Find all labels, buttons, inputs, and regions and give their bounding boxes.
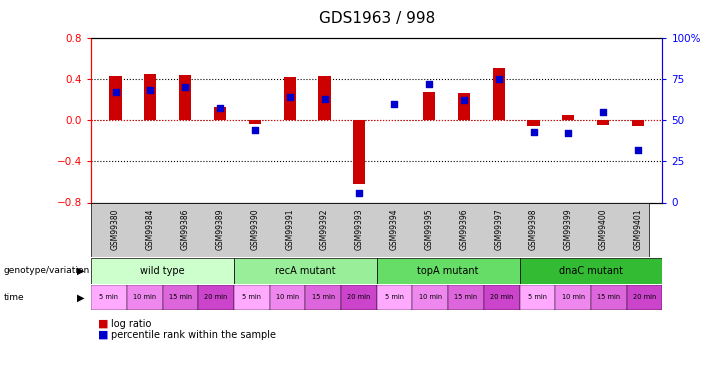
Bar: [423, 92, 435, 120]
Point: [250, 127, 261, 133]
Text: 5 min: 5 min: [243, 294, 261, 300]
Text: 15 min: 15 min: [169, 294, 192, 300]
Point: [179, 84, 191, 90]
Point: [632, 147, 644, 153]
Text: GDS1963 / 998: GDS1963 / 998: [319, 11, 435, 26]
Bar: [270, 285, 306, 310]
Text: ■: ■: [98, 319, 109, 329]
Point: [110, 89, 121, 95]
Text: dnaC mutant: dnaC mutant: [559, 266, 623, 276]
Bar: [412, 285, 448, 310]
Bar: [214, 106, 226, 120]
Bar: [597, 120, 609, 125]
Text: GSM99392: GSM99392: [320, 209, 329, 251]
Text: GSM99400: GSM99400: [599, 209, 608, 251]
Text: ■: ■: [98, 330, 109, 339]
Bar: [306, 285, 341, 310]
Bar: [555, 285, 591, 310]
Bar: [318, 76, 331, 120]
Text: GSM99395: GSM99395: [425, 209, 433, 251]
Point: [388, 100, 400, 106]
Text: GSM99399: GSM99399: [564, 209, 573, 251]
Bar: [127, 285, 163, 310]
Text: 20 min: 20 min: [347, 294, 371, 300]
Bar: [91, 285, 127, 310]
Point: [215, 105, 226, 111]
Text: 15 min: 15 min: [597, 294, 620, 300]
Bar: [179, 75, 191, 120]
Text: 15 min: 15 min: [312, 294, 335, 300]
Bar: [627, 285, 662, 310]
Point: [598, 109, 609, 115]
Point: [423, 81, 435, 87]
Bar: [519, 285, 555, 310]
Text: ▶: ▶: [76, 292, 84, 302]
Bar: [377, 258, 519, 284]
Bar: [198, 285, 234, 310]
Bar: [341, 285, 377, 310]
Text: GSM99391: GSM99391: [285, 209, 294, 251]
Text: 10 min: 10 min: [276, 294, 299, 300]
Bar: [353, 120, 365, 184]
Bar: [91, 258, 234, 284]
Bar: [284, 77, 296, 120]
Text: topA mutant: topA mutant: [418, 266, 479, 276]
Text: GSM99390: GSM99390: [250, 209, 259, 251]
Text: 5 min: 5 min: [385, 294, 404, 300]
Text: GSM99398: GSM99398: [529, 209, 538, 251]
Point: [563, 130, 574, 136]
Text: 10 min: 10 min: [562, 294, 585, 300]
Text: 5 min: 5 min: [528, 294, 547, 300]
Bar: [632, 120, 644, 126]
Bar: [144, 74, 156, 120]
Text: 10 min: 10 min: [133, 294, 156, 300]
Text: GSM99380: GSM99380: [111, 209, 120, 251]
Bar: [591, 285, 627, 310]
Point: [528, 129, 539, 135]
Point: [458, 97, 470, 103]
Text: GSM99394: GSM99394: [390, 209, 399, 251]
Text: log ratio: log ratio: [111, 319, 151, 329]
Bar: [234, 258, 377, 284]
Text: GSM99384: GSM99384: [146, 209, 155, 251]
Point: [493, 76, 504, 82]
Bar: [562, 115, 575, 120]
Point: [319, 96, 330, 102]
Bar: [377, 285, 412, 310]
Bar: [109, 76, 121, 120]
Point: [284, 94, 295, 100]
Point: [354, 190, 365, 196]
Text: GSM99397: GSM99397: [494, 209, 503, 251]
Text: 20 min: 20 min: [633, 294, 656, 300]
Text: 20 min: 20 min: [205, 294, 228, 300]
Text: GSM99389: GSM99389: [215, 209, 224, 251]
Text: GSM99396: GSM99396: [459, 209, 468, 251]
Text: 20 min: 20 min: [490, 294, 513, 300]
Text: wild type: wild type: [140, 266, 185, 276]
Bar: [458, 93, 470, 120]
Bar: [249, 120, 261, 124]
Text: time: time: [4, 293, 24, 302]
Bar: [519, 258, 662, 284]
Bar: [234, 285, 270, 310]
Bar: [484, 285, 519, 310]
Text: recA mutant: recA mutant: [275, 266, 336, 276]
Bar: [163, 285, 198, 310]
Point: [144, 87, 156, 93]
Text: 5 min: 5 min: [100, 294, 118, 300]
Text: GSM99393: GSM99393: [355, 209, 364, 251]
Text: 10 min: 10 min: [418, 294, 442, 300]
Text: GSM99386: GSM99386: [181, 209, 190, 251]
Text: 15 min: 15 min: [454, 294, 477, 300]
Text: ▶: ▶: [76, 266, 84, 276]
Text: GSM99401: GSM99401: [634, 209, 643, 251]
Text: percentile rank within the sample: percentile rank within the sample: [111, 330, 275, 339]
Bar: [527, 120, 540, 126]
Bar: [448, 285, 484, 310]
Text: genotype/variation: genotype/variation: [4, 266, 90, 275]
Bar: [493, 69, 505, 120]
